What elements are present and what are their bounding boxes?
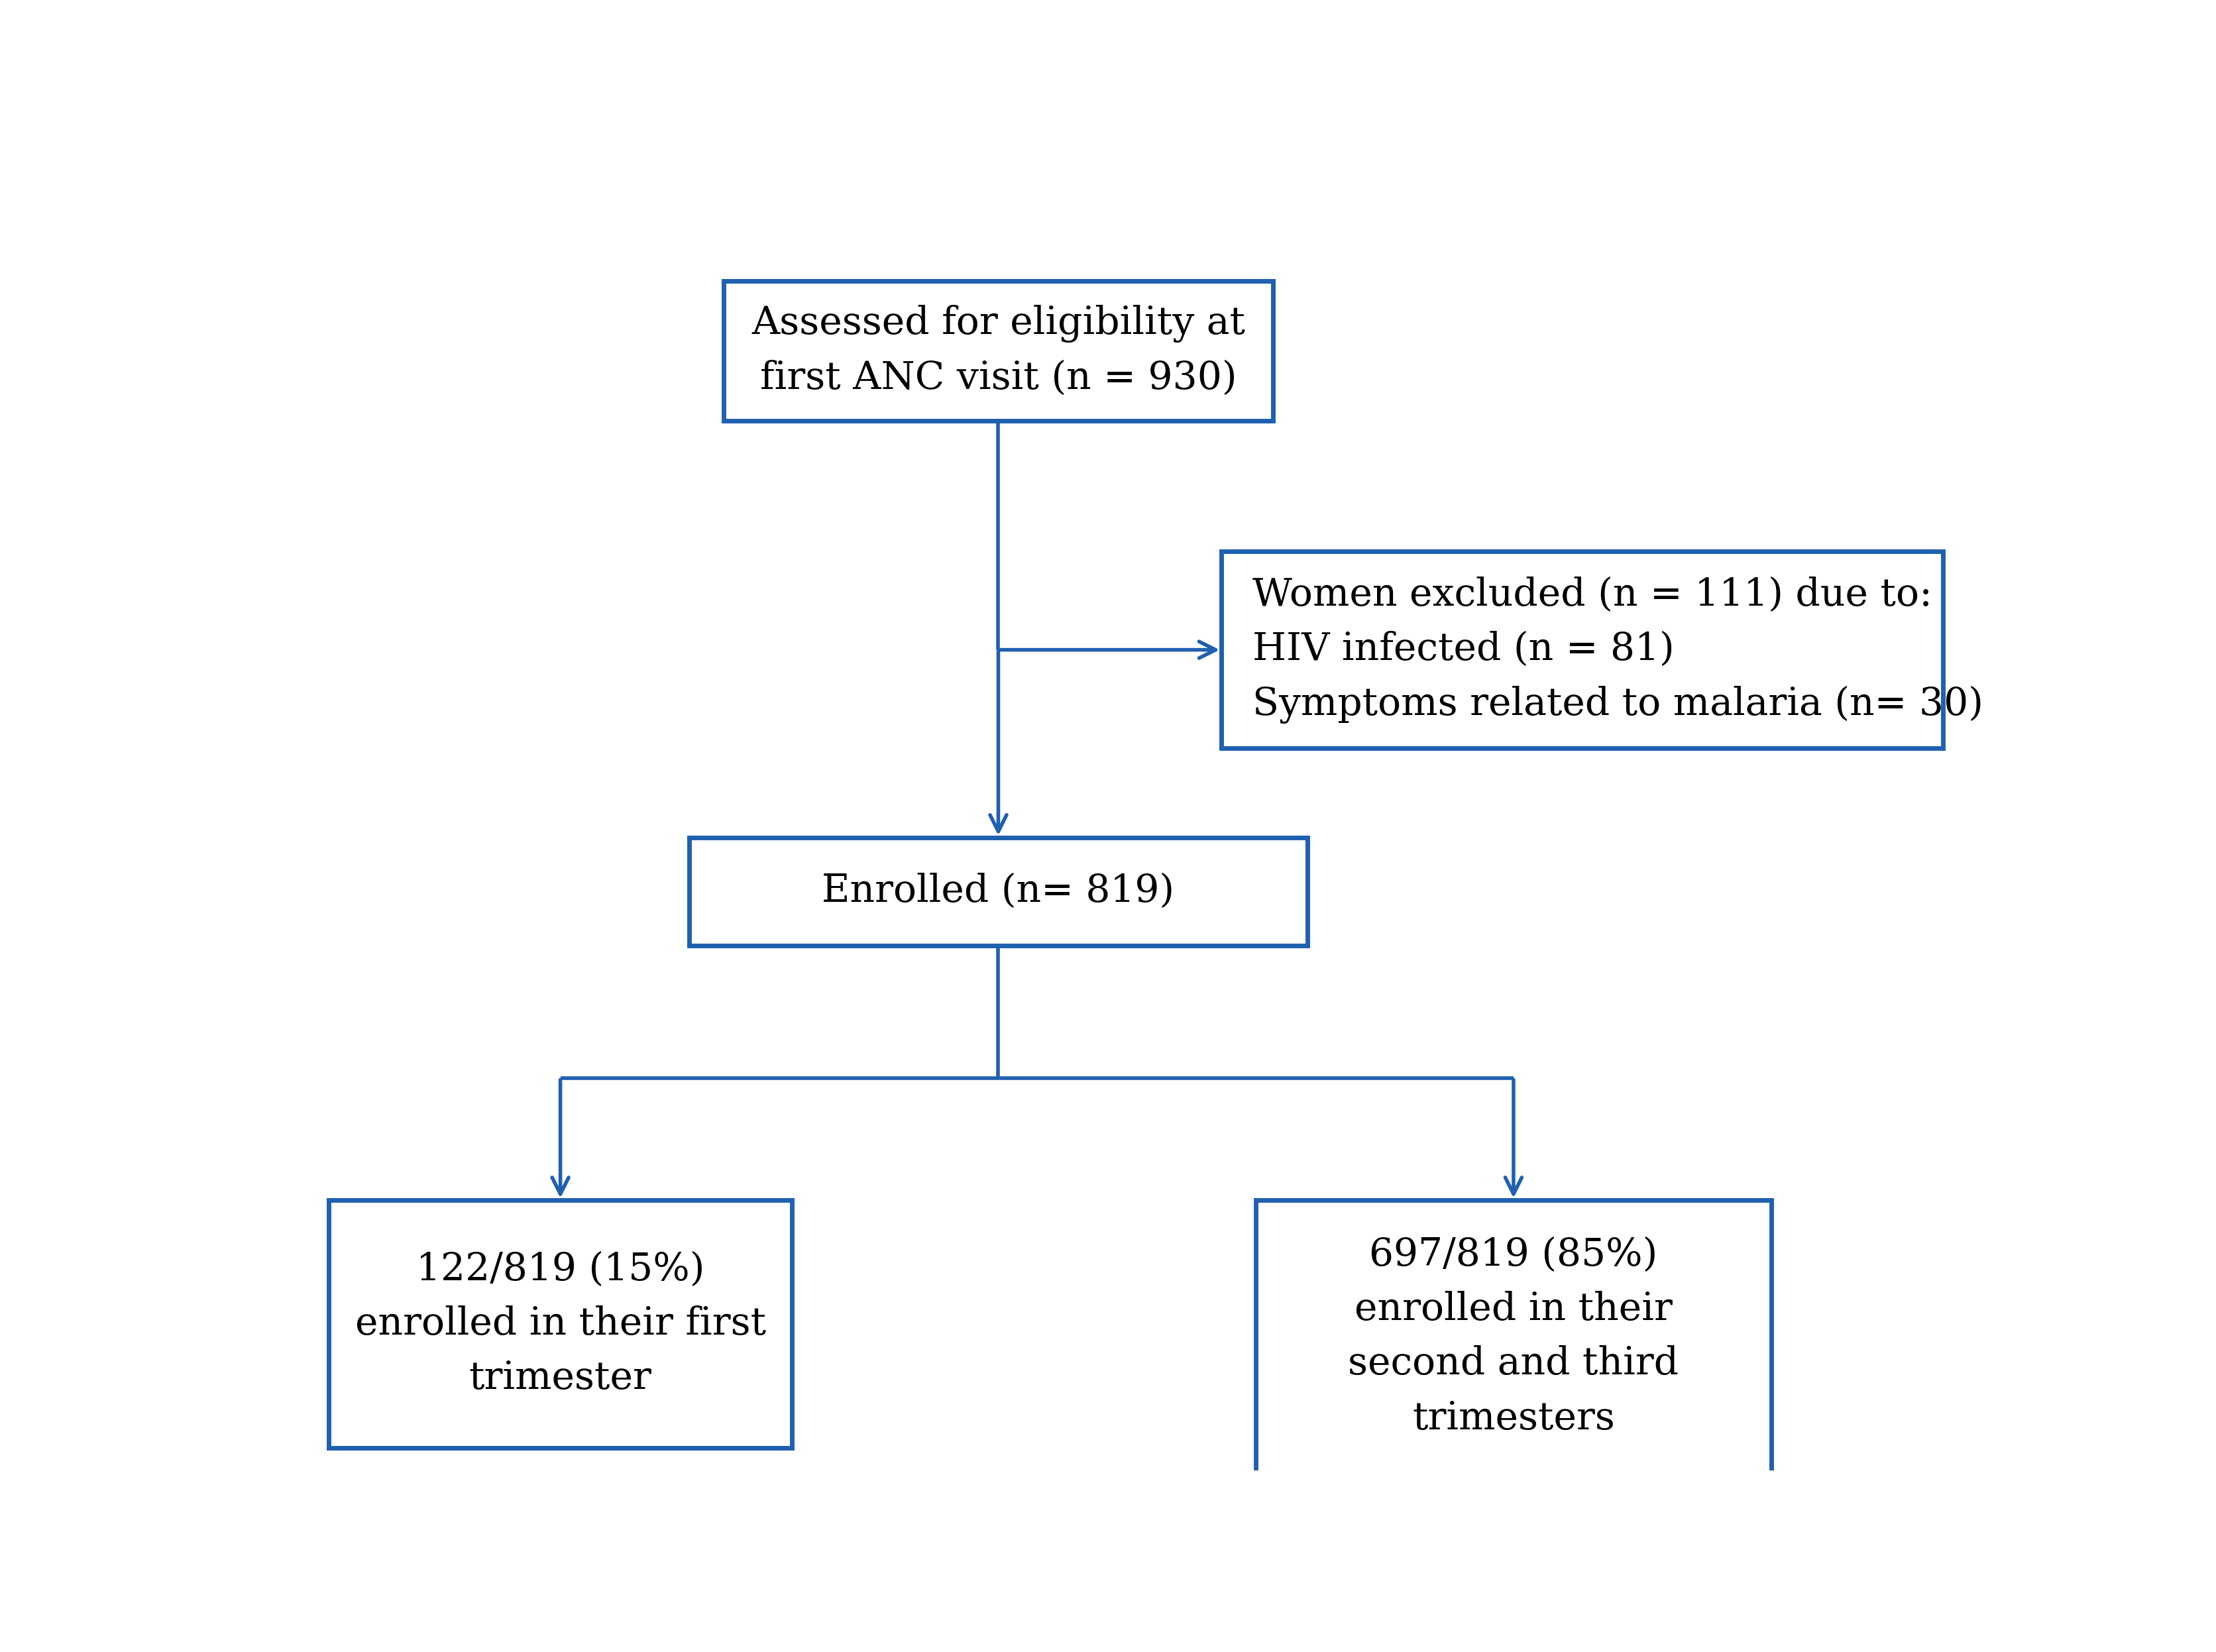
- FancyBboxPatch shape: [689, 838, 1307, 945]
- FancyBboxPatch shape: [1221, 552, 1943, 748]
- FancyBboxPatch shape: [1256, 1199, 1771, 1474]
- Text: 697/819 (85%)
enrolled in their
second and third
trimesters: 697/819 (85%) enrolled in their second a…: [1347, 1236, 1680, 1437]
- Text: 122/819 (15%)
enrolled in their first
trimester: 122/819 (15%) enrolled in their first tr…: [355, 1251, 767, 1398]
- FancyBboxPatch shape: [328, 1199, 793, 1449]
- FancyBboxPatch shape: [722, 281, 1272, 421]
- Text: Assessed for eligibility at
first ANC visit (n = 930): Assessed for eligibility at first ANC vi…: [751, 304, 1245, 396]
- Text: Women excluded (n = 111) due to:
HIV infected (n = 81)
Symptoms related to malar: Women excluded (n = 111) due to: HIV inf…: [1252, 577, 1983, 724]
- Text: Enrolled (n= 819): Enrolled (n= 819): [822, 872, 1174, 910]
